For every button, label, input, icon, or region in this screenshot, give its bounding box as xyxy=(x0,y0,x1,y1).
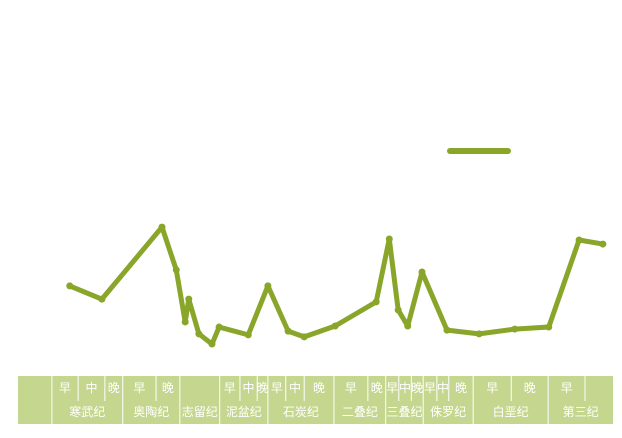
x-epoch-label: 早 xyxy=(59,381,71,395)
data-point xyxy=(372,298,380,306)
x-epoch-label: 中 xyxy=(289,380,301,395)
data-point xyxy=(208,340,216,348)
x-epoch-label: 早 xyxy=(345,381,357,395)
x-epoch-label: 早 xyxy=(271,381,283,395)
x-epoch-label: 中 xyxy=(437,380,449,395)
x-group-label: 三叠纪 xyxy=(386,405,422,419)
data-point xyxy=(599,240,607,248)
x-epoch-label: 早 xyxy=(424,381,436,395)
data-point xyxy=(158,223,166,231)
x-group-label: 白垩纪 xyxy=(493,404,529,419)
data-point xyxy=(185,295,193,303)
x-epoch-label: 晚 xyxy=(257,381,269,395)
data-point xyxy=(244,331,252,339)
x-epoch-label: 晚 xyxy=(371,381,383,395)
x-group-label: 侏罗纪 xyxy=(430,405,466,419)
data-point xyxy=(215,323,223,331)
data-point xyxy=(404,322,412,330)
x-epoch-label: 晚 xyxy=(411,381,423,395)
data-point xyxy=(331,322,339,330)
x-group-label: 奥陶纪 xyxy=(133,404,169,419)
data-point xyxy=(418,268,426,276)
data-point xyxy=(394,306,402,314)
x-epoch-label: 晚 xyxy=(162,381,174,395)
x-epoch-label: 早 xyxy=(561,381,573,395)
x-group-label: 第三纪 xyxy=(563,405,599,419)
x-epoch-label: 早 xyxy=(224,381,236,395)
x-epoch-label: 中 xyxy=(85,380,97,395)
x-epoch-label: 晚 xyxy=(313,381,325,395)
data-point xyxy=(181,318,189,326)
data-point xyxy=(264,282,272,290)
data-point xyxy=(575,236,583,244)
data-point xyxy=(284,327,292,335)
data-point xyxy=(385,235,393,243)
data-point xyxy=(172,266,180,274)
data-point xyxy=(475,330,483,338)
x-group-label: 志留纪 xyxy=(182,405,218,419)
data-point xyxy=(545,323,553,331)
x-axis-band xyxy=(18,376,613,424)
x-group-label: 二叠纪 xyxy=(342,405,378,419)
x-epoch-label: 晚 xyxy=(455,381,467,395)
x-epoch-label: 晚 xyxy=(108,381,120,395)
x-epoch-label: 早 xyxy=(486,381,498,395)
data-point xyxy=(98,295,106,303)
x-group-label: 石炭纪 xyxy=(283,405,319,419)
data-point xyxy=(195,330,203,338)
x-group-label: 泥盆纪 xyxy=(226,405,262,419)
x-epoch-label: 中 xyxy=(243,380,255,395)
data-point xyxy=(66,282,74,290)
x-epoch-label: 早 xyxy=(133,381,145,395)
x-epoch-label: 早 xyxy=(386,381,398,395)
data-point xyxy=(443,326,451,334)
x-epoch-label: 中 xyxy=(399,380,411,395)
x-epoch-label: 晚 xyxy=(524,381,536,395)
data-point xyxy=(300,333,308,341)
x-group-label: 寒武纪 xyxy=(69,404,105,419)
data-point xyxy=(511,325,519,333)
